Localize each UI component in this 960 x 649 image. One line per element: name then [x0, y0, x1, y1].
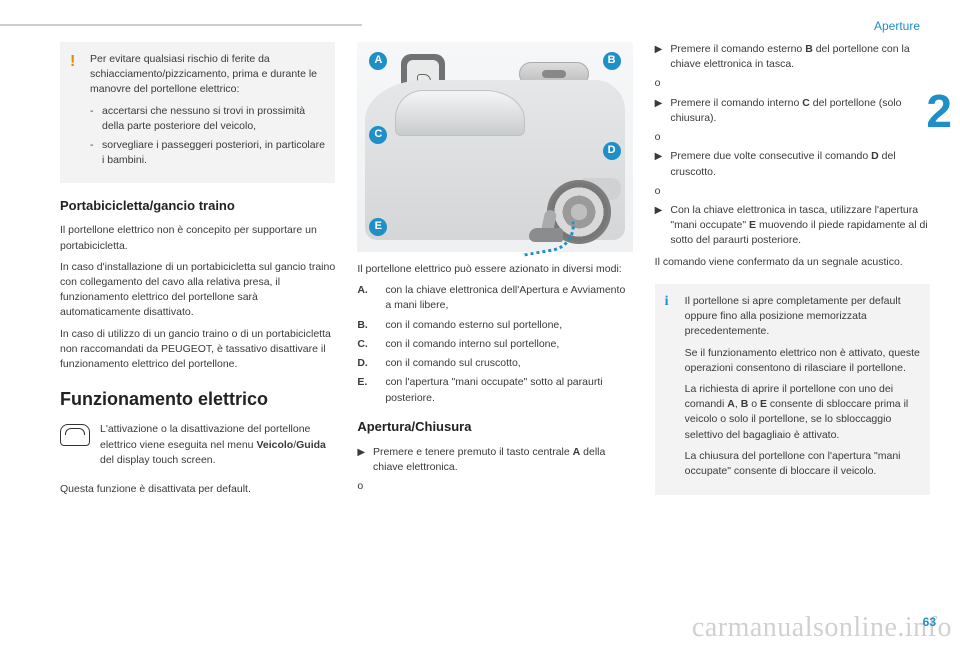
arrow-icon: ▶	[357, 445, 365, 461]
modes-intro: Il portellone elettrico può essere azion…	[357, 262, 632, 277]
column-3: ▶ Premere il comando esterno B del porte…	[655, 42, 930, 622]
text: o	[748, 398, 760, 410]
action-text: Premere il comando esterno B del portell…	[670, 42, 930, 72]
content-columns: ! Per evitare qualsiasi rischio di ferit…	[60, 42, 930, 622]
bold: Guida	[296, 439, 326, 451]
info-callout: i Il portellone si apre completamente pe…	[655, 284, 930, 495]
car-body	[365, 80, 624, 240]
or-separator: o	[655, 76, 930, 91]
list-text: con l'apertura "mani occupate" sotto al …	[385, 375, 632, 405]
info-icon: i	[665, 292, 679, 306]
bike-paragraph: In caso d'installazione di un portabicic…	[60, 260, 335, 321]
action-item: ▶ Con la chiave elettronica in tasca, ut…	[655, 203, 930, 249]
warning-icon: !	[70, 50, 75, 73]
text: Premere e tenere premuto il tasto centra…	[373, 446, 573, 458]
warning-intro: Per evitare qualsiasi rischio di ferite …	[90, 52, 325, 98]
bold: Veicolo	[256, 439, 293, 451]
func-icon-text: L'attivazione o la disattivazione del po…	[100, 422, 335, 468]
warning-bullet: accertarsi che nessuno si trovi in pross…	[90, 104, 325, 134]
text: Premere il comando interno	[670, 97, 802, 109]
section-label: Aperture	[874, 18, 920, 35]
action-item: ▶ Premere il comando interno C del porte…	[655, 96, 930, 126]
info-text: Se il funzionamento elettrico non è atti…	[685, 346, 920, 376]
list-text: con il comando esterno sul portellone,	[385, 318, 562, 333]
list-letter: A.	[357, 283, 375, 313]
list-text: con il comando interno sul portellone,	[385, 337, 559, 352]
text: Premere due volte consecutive il comando	[670, 150, 871, 162]
arrow-icon: ▶	[655, 96, 663, 112]
info-text: Il portellone si apre completamente per …	[685, 294, 920, 340]
list-letter: E.	[357, 375, 375, 405]
tailgate-diagram: x2 A B C D E	[357, 42, 632, 252]
text: Premere il comando esterno	[670, 43, 805, 55]
bold: E	[749, 219, 756, 231]
action-item: ▶ Premere e tenere premuto il tasto cent…	[357, 445, 632, 475]
heading-func: Funzionamento elettrico	[60, 386, 335, 412]
list-text: con il comando sul cruscotto,	[385, 356, 520, 371]
heading-bike: Portabicicletta/gancio traino	[60, 197, 335, 216]
column-1: ! Per evitare qualsiasi rischio di ferit…	[60, 42, 335, 622]
action-item: ▶ Premere il comando esterno B del porte…	[655, 42, 930, 72]
or-separator: o	[655, 184, 930, 199]
column-2: x2 A B C D E Il portellone elettrico può…	[357, 42, 632, 622]
bold: D	[871, 150, 879, 162]
func-default: Questa funzione è disattivata per defaul…	[60, 482, 335, 497]
action-text: Premere il comando interno C del portell…	[670, 96, 930, 126]
list-letter: D.	[357, 356, 375, 371]
heading-open-close: Apertura/Chiusura	[357, 418, 632, 437]
action-text: Con la chiave elettronica in tasca, util…	[670, 203, 930, 249]
list-letter: C.	[357, 337, 375, 352]
action-text: Premere due volte consecutive il comando…	[670, 149, 930, 179]
bike-paragraph: In caso di utilizzo di un gancio traino …	[60, 327, 335, 373]
arrow-icon: ▶	[655, 203, 663, 219]
or-separator: o	[357, 479, 632, 494]
tag-d: D	[603, 142, 621, 160]
warning-bullet: sorvegliare i passeggeri posteriori, in …	[90, 138, 325, 168]
arrow-icon: ▶	[655, 149, 663, 165]
list-letter: B.	[357, 318, 375, 333]
info-text: La chiusura del portellone con l'apertur…	[685, 449, 920, 479]
bold: C	[802, 97, 810, 109]
bold: A	[727, 398, 735, 410]
warning-bullets: accertarsi che nessuno si trovi in pross…	[90, 104, 325, 169]
bold: B	[805, 43, 813, 55]
bold: E	[760, 398, 767, 410]
tag-b: B	[603, 52, 621, 70]
text: del display touch screen.	[100, 454, 216, 466]
action-text: Premere e tenere premuto il tasto centra…	[373, 445, 633, 475]
car-window	[395, 90, 525, 136]
list-item: B. con il comando esterno sul portellone,	[357, 318, 632, 333]
tag-a: A	[369, 52, 387, 70]
info-text: La richiesta di aprire il portellone con…	[685, 382, 920, 443]
list-text: con la chiave elettronica dell'Apertura …	[385, 283, 632, 313]
list-item: A. con la chiave elettronica dell'Apertur…	[357, 283, 632, 313]
action-item: ▶ Premere due volte consecutive il coman…	[655, 149, 930, 179]
list-item: C. con il comando interno sul portellone,	[357, 337, 632, 352]
arrow-icon: ▶	[655, 42, 663, 58]
or-separator: o	[655, 130, 930, 145]
modes-list: A. con la chiave elettronica dell'Apertur…	[357, 283, 632, 406]
warning-callout: ! Per evitare qualsiasi rischio di ferit…	[60, 42, 335, 183]
list-item: E. con l'apertura "mani occupate" sotto a…	[357, 375, 632, 405]
func-icon-row: L'attivazione o la disattivazione del po…	[60, 422, 335, 474]
confirm-text: Il comando viene confermato da un segnal…	[655, 255, 930, 270]
list-item: D. con il comando sul cruscotto,	[357, 356, 632, 371]
chapter-number: 2	[926, 78, 952, 145]
car-icon	[60, 424, 90, 446]
header-rule	[0, 24, 362, 26]
bike-paragraph: Il portellone elettrico non è concepito …	[60, 223, 335, 253]
